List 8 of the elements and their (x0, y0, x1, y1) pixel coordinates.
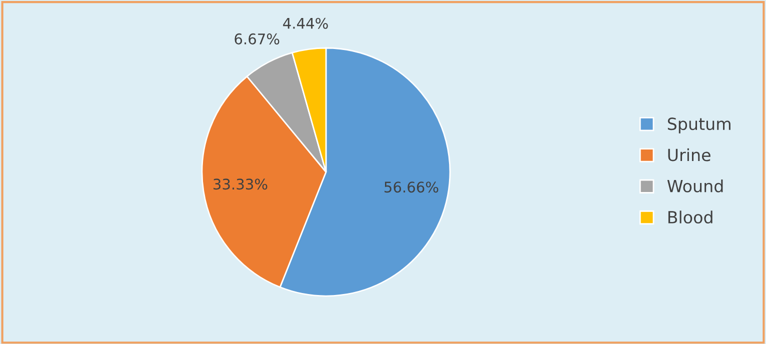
data-label: 33.33% (214, 178, 268, 190)
legend-label: Sputum (668, 118, 730, 134)
legend-label: Wound (667, 180, 723, 192)
data-label: 4.44% (283, 18, 328, 29)
legend-label: Blood (668, 210, 712, 224)
legend-label: Urine (668, 148, 710, 162)
data-label: 56.66% (384, 182, 438, 193)
data-label: 6.67% (234, 33, 280, 44)
